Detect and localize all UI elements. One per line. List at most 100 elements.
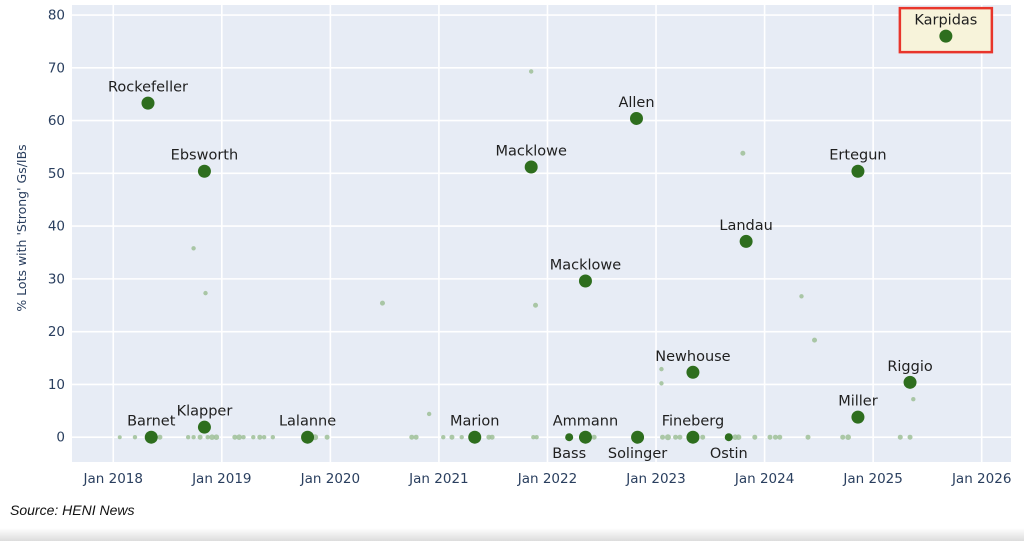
data-point[interactable] xyxy=(629,111,643,125)
y-tick-label: 0 xyxy=(56,430,65,446)
background-point xyxy=(533,302,539,308)
plot-area xyxy=(72,5,1011,462)
point-label: Macklowe xyxy=(550,257,622,273)
data-point[interactable] xyxy=(524,160,538,174)
background-point xyxy=(205,434,210,440)
background-point xyxy=(752,434,758,440)
background-point xyxy=(735,434,742,440)
data-point[interactable] xyxy=(903,375,917,389)
data-point[interactable] xyxy=(197,164,211,178)
background-point xyxy=(767,434,773,440)
bottom-shadow xyxy=(0,528,1024,541)
data-point[interactable] xyxy=(578,430,592,444)
background-point xyxy=(772,434,778,440)
background-point xyxy=(907,434,913,440)
x-tick-label: Jan 2022 xyxy=(517,471,577,487)
background-point xyxy=(270,434,276,440)
background-point xyxy=(805,434,811,440)
y-tick-label: 50 xyxy=(48,166,65,182)
background-point xyxy=(677,434,683,440)
background-point xyxy=(379,300,385,306)
data-point[interactable] xyxy=(739,234,753,248)
background-point xyxy=(251,434,256,440)
background-point xyxy=(261,434,267,440)
background-point xyxy=(812,337,818,343)
background-point xyxy=(132,434,138,440)
background-point xyxy=(203,290,208,296)
data-point[interactable] xyxy=(141,96,155,110)
background-point xyxy=(911,397,916,402)
background-point xyxy=(660,434,666,440)
point-label: Macklowe xyxy=(495,144,567,160)
background-point xyxy=(232,434,238,440)
data-point[interactable] xyxy=(144,430,158,444)
data-point[interactable] xyxy=(301,430,315,444)
y-tick-label: 60 xyxy=(48,113,65,129)
x-tick-label: Jan 2026 xyxy=(951,471,1011,487)
point-label: Rockefeller xyxy=(108,80,188,96)
data-point[interactable] xyxy=(851,164,865,178)
background-point xyxy=(528,69,534,74)
data-point[interactable] xyxy=(686,430,700,444)
y-tick-label: 80 xyxy=(48,8,65,24)
background-point xyxy=(449,434,455,440)
background-point xyxy=(664,434,671,441)
x-tick-label: Jan 2019 xyxy=(191,471,251,487)
data-point[interactable] xyxy=(565,433,574,442)
background-point xyxy=(897,434,903,440)
background-point xyxy=(673,434,679,440)
point-label: Bass xyxy=(552,446,586,462)
point-label: Ostin xyxy=(710,446,748,462)
y-tick-label: 70 xyxy=(48,60,65,76)
background-point xyxy=(531,434,536,440)
background-point xyxy=(209,434,215,440)
background-point xyxy=(185,434,191,440)
background-point xyxy=(257,434,263,440)
y-axis-title: % Lots with 'Strong' Gs/IBs xyxy=(14,144,29,311)
data-point[interactable] xyxy=(468,430,482,444)
point-label: Ammann xyxy=(553,414,618,430)
background-point xyxy=(241,434,246,440)
background-point xyxy=(777,434,783,440)
x-tick-label: Jan 2021 xyxy=(408,471,468,487)
point-label: Klapper xyxy=(177,404,233,420)
point-label: Marion xyxy=(450,414,499,430)
background-point xyxy=(117,435,122,440)
background-point xyxy=(413,434,419,440)
point-label: Landau xyxy=(719,218,772,234)
data-point[interactable] xyxy=(686,365,700,379)
background-point xyxy=(591,434,597,440)
point-label: Riggio xyxy=(887,359,933,375)
y-tick-label: 30 xyxy=(48,271,65,287)
source-note: Source: HENI News xyxy=(10,502,135,518)
y-tick-label: 20 xyxy=(48,324,65,340)
x-tick-label: Jan 2025 xyxy=(842,471,902,487)
data-point[interactable] xyxy=(631,430,645,444)
scatter-plot-svg: 0 10 20 30 40 50 60 70 80 Jan 2018 Jan 2019 Jan 202… xyxy=(14,5,1011,487)
background-point xyxy=(799,294,804,299)
x-tick-label: Jan 2020 xyxy=(300,471,360,487)
data-point[interactable] xyxy=(939,29,953,43)
background-point xyxy=(740,150,746,156)
background-point xyxy=(409,434,415,440)
background-point xyxy=(489,434,495,440)
background-point xyxy=(213,434,220,440)
data-point[interactable] xyxy=(851,410,865,424)
background-point xyxy=(191,246,196,251)
scatter-chart: 0 10 20 30 40 50 60 70 80 Jan 2018 Jan 2019 Jan 202… xyxy=(14,5,1011,487)
background-point xyxy=(441,434,446,440)
data-point[interactable] xyxy=(724,433,733,442)
point-label: Newhouse xyxy=(655,349,730,365)
point-label: Solinger xyxy=(608,446,667,462)
y-tick-label: 10 xyxy=(48,377,65,393)
point-label: Ertegun xyxy=(829,148,886,164)
point-label: Fineberg xyxy=(662,414,724,430)
point-label: Karpidas xyxy=(914,13,977,29)
background-point xyxy=(700,434,706,440)
background-point xyxy=(426,411,432,417)
data-point[interactable] xyxy=(578,274,592,288)
point-label: Allen xyxy=(618,95,654,111)
background-point xyxy=(534,434,539,440)
data-point[interactable] xyxy=(197,420,211,434)
